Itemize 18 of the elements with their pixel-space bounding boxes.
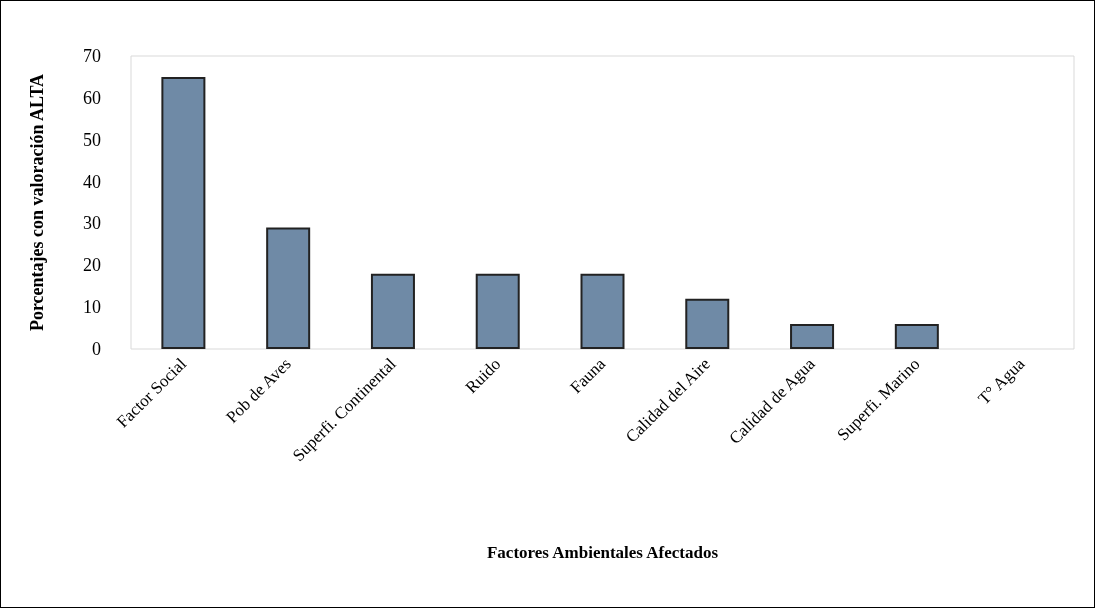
- y-axis-title: Porcentajes con valoración ALTA: [27, 73, 47, 332]
- x-axis-title: Factores Ambientales Afectados: [486, 543, 719, 562]
- y-tick-label: 20: [83, 255, 101, 276]
- y-tick-label: 60: [83, 87, 101, 108]
- bar: [790, 323, 835, 349]
- bar: [370, 273, 415, 349]
- bar: [685, 298, 730, 349]
- y-tick-label: 0: [92, 339, 101, 359]
- y-tick-label: 30: [83, 213, 101, 234]
- y-tick-label: 10: [83, 297, 101, 318]
- y-tick-label: 50: [83, 129, 101, 150]
- y-tick-label: 70: [83, 46, 101, 66]
- bar: [475, 273, 520, 349]
- bar: [161, 76, 206, 349]
- y-tick-label: 40: [83, 171, 101, 192]
- bar: [894, 323, 939, 349]
- bar: [580, 273, 625, 349]
- bar: [266, 227, 311, 349]
